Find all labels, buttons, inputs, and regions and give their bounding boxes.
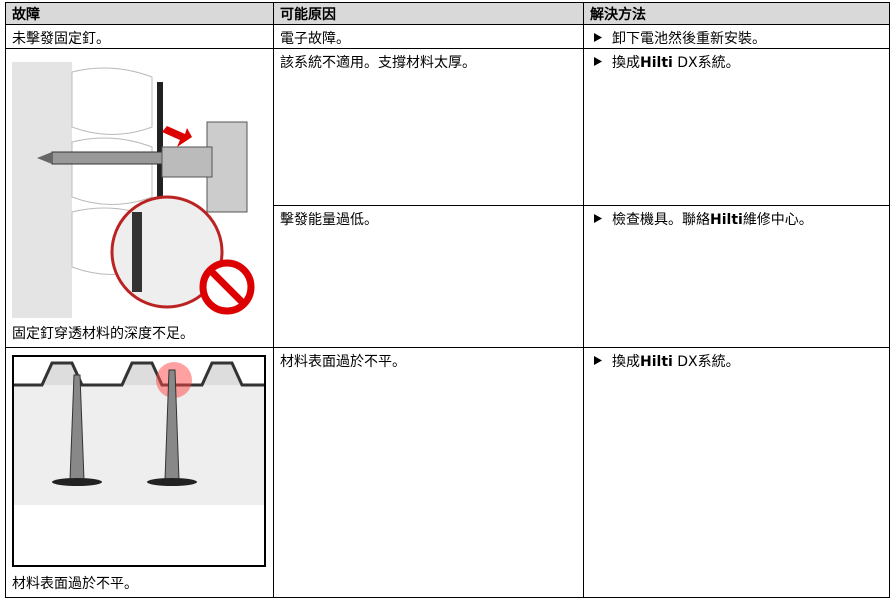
solution-part: DX系統。 — [672, 55, 740, 71]
brand-name: Hilti — [640, 354, 673, 370]
cause-text: 材料表面過於不平。 — [280, 354, 406, 370]
solution-text: 檢查機具。聯絡Hilti維修中心。 — [612, 209, 813, 229]
illustration-uneven — [12, 355, 266, 567]
solution-cell: 換成Hilti DX系統。 — [583, 347, 890, 598]
solution-part: 卸下電池然後重新安裝。 — [612, 31, 766, 47]
cause-cell: 材料表面過於不平。 — [273, 347, 584, 598]
solution-part: DX系統。 — [672, 354, 740, 370]
solution-part: 檢查機具。聯絡 — [612, 212, 710, 228]
solution-cell: 換成Hilti DX系統。 — [583, 48, 890, 206]
cause-cell: 電子故障。 — [273, 24, 584, 49]
cause-cell: 擊發能量過低。 — [273, 205, 584, 348]
header-cell: 故障 — [5, 2, 274, 25]
fault-cell: 材料表面過於不平。 — [5, 347, 274, 598]
brand-name: Hilti — [710, 212, 743, 228]
solution-text: 卸下電池然後重新安裝。 — [612, 28, 766, 48]
brand-name: Hilti — [640, 55, 673, 71]
header-text: 故障 — [12, 7, 40, 23]
solution-cell: 卸下電池然後重新安裝。 — [583, 24, 890, 49]
bullet — [594, 33, 602, 42]
bullet — [594, 214, 602, 223]
header-cell: 可能原因 — [273, 2, 584, 25]
cause-text: 擊發能量過低。 — [280, 212, 378, 228]
cause-text: 該系統不適用。支撐材料太厚。 — [280, 55, 476, 71]
fault-text: 未擊發固定釘。 — [12, 31, 110, 47]
solution-text: 換成Hilti DX系統。 — [612, 52, 740, 72]
cause-text: 電子故障。 — [280, 31, 350, 47]
fault-text: 固定釘穿透材料的深度不足。 — [12, 326, 194, 342]
bullet — [594, 356, 602, 365]
solution-part: 維修中心。 — [742, 212, 813, 228]
fault-text: 材料表面過於不平。 — [12, 576, 138, 592]
solution-text: 換成Hilti DX系統。 — [612, 351, 740, 371]
fault-cell: 未擊發固定釘。 — [5, 24, 274, 49]
bullet — [594, 57, 602, 66]
solution-part: 換成 — [612, 55, 640, 71]
illustration-penetration — [12, 62, 266, 318]
header-text: 解決方法 — [590, 7, 646, 23]
header-text: 可能原因 — [280, 7, 336, 23]
header-cell: 解決方法 — [583, 2, 890, 25]
solution-cell: 檢查機具。聯絡Hilti維修中心。 — [583, 205, 890, 348]
fault-cell: 固定釘穿透材料的深度不足。 — [5, 48, 274, 348]
cause-cell: 該系統不適用。支撐材料太厚。 — [273, 48, 584, 206]
solution-part: 換成 — [612, 354, 640, 370]
